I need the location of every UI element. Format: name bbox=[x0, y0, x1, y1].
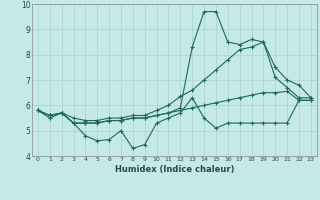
X-axis label: Humidex (Indice chaleur): Humidex (Indice chaleur) bbox=[115, 165, 234, 174]
